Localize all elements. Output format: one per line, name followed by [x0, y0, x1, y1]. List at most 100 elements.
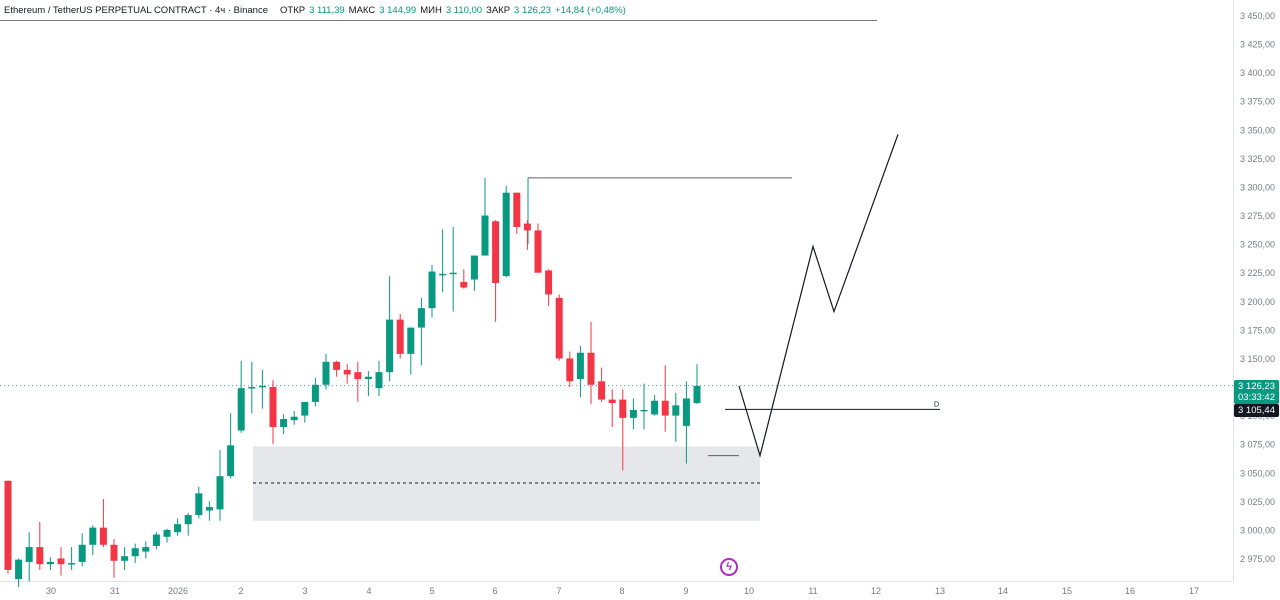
time-axis-tick: 14	[998, 586, 1008, 596]
candle-body	[121, 556, 129, 561]
candle-body	[354, 372, 362, 380]
candle-body	[470, 255, 478, 280]
candle-body	[301, 401, 309, 416]
symbol-title[interactable]: Ethereum / TetherUS PERPETUAL CONTRACT ·…	[4, 4, 269, 16]
time-axis-tick: 9	[683, 586, 688, 596]
candle-body	[57, 558, 65, 565]
time-axis-tick: 16	[1125, 586, 1135, 596]
candle-body	[555, 297, 563, 359]
low-value: 3 110,00	[445, 4, 483, 16]
candle-body	[386, 319, 394, 373]
candle-body	[36, 547, 44, 565]
price-axis-tick: 3 225,00	[1240, 268, 1275, 278]
time-axis-tick: 4	[366, 586, 371, 596]
price-axis-tick: 2 975,00	[1240, 554, 1275, 564]
candle-body	[651, 400, 659, 415]
price-axis-tick: 3 350,00	[1240, 125, 1275, 135]
time-axis-tick: 17	[1189, 586, 1199, 596]
price-axis-tick: 3 375,00	[1240, 97, 1275, 107]
candle-body	[343, 369, 351, 375]
price-axis-border	[1233, 0, 1234, 582]
candle-body	[290, 416, 298, 421]
level-price-badge: 3 105,44	[1234, 404, 1279, 418]
price-axis-tick: 3 200,00	[1240, 297, 1275, 307]
candle-body	[142, 547, 150, 552]
candle-body	[174, 524, 182, 533]
candle-body	[237, 388, 245, 431]
candle-body	[46, 561, 54, 565]
candle-body	[661, 400, 669, 416]
price-axis-tick: 3 075,00	[1240, 440, 1275, 450]
time-axis-tick: 11	[808, 586, 817, 596]
candle-body	[258, 385, 266, 388]
candle-body	[693, 385, 701, 404]
time-axis-tick: 10	[744, 586, 754, 596]
time-axis-tick: 2026	[168, 586, 188, 596]
candle-body	[152, 534, 160, 546]
high-label: МАКС	[348, 4, 376, 16]
time-axis-tick: 31	[110, 586, 120, 596]
candle-body	[672, 405, 680, 416]
time-axis-tick: 5	[429, 586, 434, 596]
candle-body	[608, 399, 616, 404]
low-label: МИН	[420, 4, 442, 16]
candle-body	[205, 507, 213, 511]
candle-body	[333, 361, 341, 370]
time-axis-border	[0, 581, 1233, 582]
flash-icon[interactable]: ϟ	[720, 558, 738, 576]
price-axis-tick: 3 275,00	[1240, 211, 1275, 221]
price-axis-tick: 3 050,00	[1240, 468, 1275, 478]
candle-body	[15, 559, 23, 580]
candle-body	[110, 544, 118, 561]
time-axis-tick: 13	[935, 586, 945, 596]
candle-body	[587, 352, 595, 385]
price-axis-tick: 3 300,00	[1240, 182, 1275, 192]
change-value: +14,84 (+0,48%)	[555, 4, 626, 16]
candle-body	[682, 398, 690, 426]
candle-body	[195, 493, 203, 516]
candle-body	[598, 381, 606, 400]
candle-body	[428, 271, 436, 309]
candle-body	[545, 270, 553, 295]
price-axis-tick: 3 150,00	[1240, 354, 1275, 364]
price-axis-tick: 3 425,00	[1240, 40, 1275, 50]
candle-body	[311, 384, 319, 402]
candle-body	[322, 361, 330, 385]
countdown-value: 03:33:42	[1238, 391, 1275, 403]
candle-body	[460, 281, 468, 288]
candle-body	[68, 563, 76, 565]
candle-body	[184, 515, 192, 525]
last-price-value: 3 126,23	[1238, 380, 1275, 392]
candle-body	[481, 215, 489, 256]
candle-body	[502, 192, 510, 277]
candle-body	[576, 352, 584, 380]
candle-body	[269, 387, 277, 428]
candle-body	[523, 223, 531, 231]
candle-body	[407, 327, 415, 354]
candle-body	[629, 409, 637, 418]
time-axis-tick: 2	[238, 586, 243, 596]
time-axis-tick: 3	[302, 586, 307, 596]
forecast-path	[738, 134, 899, 458]
price-axis-tick: 3 400,00	[1240, 68, 1275, 78]
candle-body	[417, 308, 425, 328]
candle-body	[619, 399, 627, 418]
high-value: 3 144,99	[379, 4, 417, 16]
level-price-value: 3 105,44	[1238, 405, 1275, 417]
price-axis-tick: 3 000,00	[1240, 525, 1275, 535]
candle-body	[439, 273, 447, 276]
candle-body	[513, 192, 521, 227]
candle-body	[364, 376, 372, 380]
candle-body	[640, 409, 648, 412]
time-axis-tick: 30	[46, 586, 56, 596]
open-value: 3 111,39	[309, 4, 345, 16]
candle-body	[216, 476, 224, 510]
candle-body	[25, 547, 33, 562]
candle-body	[4, 480, 12, 570]
candle-body	[396, 319, 404, 354]
candle-body	[375, 372, 383, 389]
candle-body	[89, 527, 97, 545]
candle-body	[534, 230, 542, 273]
candle-body	[99, 527, 107, 545]
